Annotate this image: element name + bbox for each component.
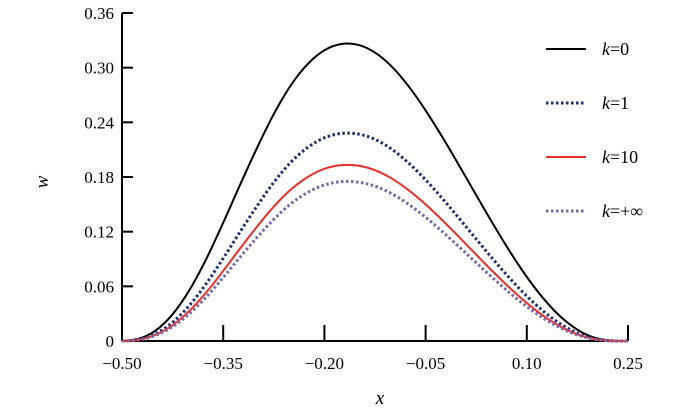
x-tick-label: 0.25 xyxy=(613,354,643,373)
y-tick-label: 0.18 xyxy=(84,168,114,187)
y-tick-label: 0.06 xyxy=(84,277,114,296)
series-line-1 xyxy=(121,131,629,343)
x-tick-label: −0.05 xyxy=(406,354,445,373)
y-tick-label: 0.24 xyxy=(84,113,114,132)
y-tick-label: 0 xyxy=(106,332,115,351)
series-line-2 xyxy=(121,163,629,343)
legend-label-0: k=0 xyxy=(602,39,629,59)
legend-label-2: k=10 xyxy=(602,147,638,167)
y-tick-label: 0.30 xyxy=(84,59,114,78)
x-ticks: −0.50 −0.35 −0.20 −0.05 0.10 0.25 xyxy=(102,325,643,373)
y-tick-label: 0.12 xyxy=(84,223,114,242)
axes xyxy=(121,13,628,342)
legend-label-1: k=1 xyxy=(602,93,629,113)
legend-label-3: k=+∞ xyxy=(602,201,643,221)
series-lines xyxy=(121,42,629,343)
y-ticks: 0 0.06 0.12 0.18 0.24 0.30 0.36 xyxy=(84,4,133,351)
legend: k=0 k=1 k=10 k=+∞ xyxy=(546,39,643,221)
y-axis-title: w xyxy=(32,175,53,188)
series-line-0 xyxy=(121,42,629,343)
x-axis-title: x xyxy=(375,388,385,409)
x-tick-label: −0.35 xyxy=(204,354,243,373)
y-tick-label: 0.36 xyxy=(84,4,114,23)
x-tick-label: 0.10 xyxy=(512,354,542,373)
x-tick-label: −0.50 xyxy=(102,354,141,373)
x-tick-label: −0.20 xyxy=(305,354,344,373)
